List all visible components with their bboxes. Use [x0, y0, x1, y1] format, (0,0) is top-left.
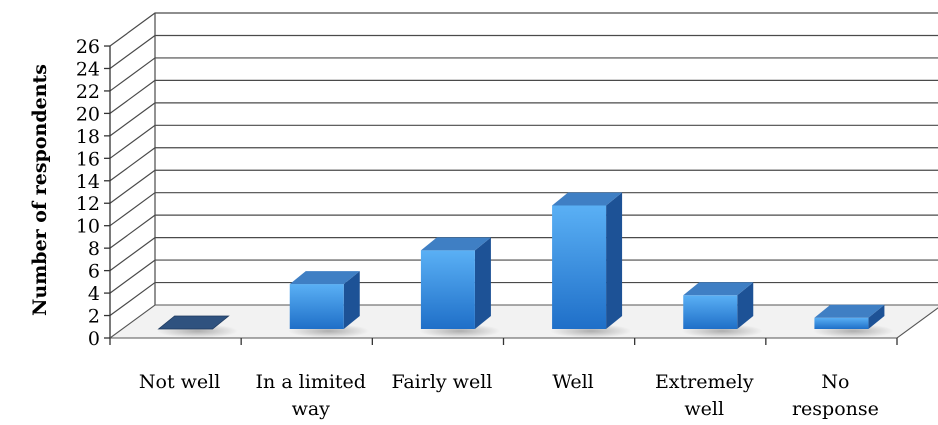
bar	[550, 192, 632, 338]
y-tick-label: 12	[76, 193, 100, 215]
bar-top	[552, 192, 623, 206]
bar-top	[683, 282, 754, 296]
bar-top	[814, 304, 885, 318]
bar-top	[157, 315, 230, 330]
category-labels: Not well In a limited way Fairly well Well Ex…	[139, 371, 879, 420]
bar-top	[420, 237, 491, 251]
bar-side	[343, 271, 360, 329]
axes	[104, 13, 938, 345]
y-tick-label: 2	[88, 306, 100, 328]
bar-side	[868, 304, 885, 329]
bar-front	[552, 205, 607, 329]
y-tick-label: 24	[76, 58, 100, 80]
gridline	[109, 192, 938, 227]
bar-side	[474, 237, 491, 329]
x-tick-label: Well	[552, 371, 593, 393]
bar	[288, 271, 370, 338]
x-tick-label: No response	[792, 371, 879, 420]
gridline	[109, 34, 938, 69]
bar-side	[737, 282, 754, 329]
bar-front	[683, 295, 738, 329]
bar	[812, 304, 894, 338]
x-tick-label: Fairly well	[391, 371, 492, 393]
gridline	[109, 124, 938, 159]
gridline	[109, 237, 938, 272]
y-tick-label: 14	[76, 171, 100, 193]
gridline	[109, 79, 938, 114]
x-tick-label: In a limited way	[256, 371, 366, 420]
gridline	[109, 57, 938, 92]
gridline	[109, 214, 938, 249]
x-tick-label: Extremely well	[655, 371, 754, 420]
y-axis-label: Number of respondents	[29, 64, 51, 316]
y-tick-label: 10	[76, 216, 100, 238]
bars	[157, 192, 894, 338]
gridlines	[109, 12, 938, 317]
gridline	[109, 12, 938, 47]
gridline	[109, 259, 938, 294]
gridline	[109, 169, 938, 204]
bar	[419, 237, 501, 338]
bar-front	[420, 250, 475, 329]
y-tick-label: 18	[76, 126, 100, 148]
y-tick-label: 26	[76, 36, 100, 58]
gridline	[109, 102, 938, 137]
y-tick-label: 16	[76, 148, 100, 170]
bar-top	[289, 271, 360, 285]
bar-side	[606, 192, 623, 329]
bar-front	[289, 284, 344, 329]
y-tick-label: 6	[88, 261, 100, 283]
y-tick-label: 8	[88, 238, 100, 260]
bar	[157, 315, 239, 338]
x-tick-label: Not well	[139, 371, 220, 393]
y-tick-label: 4	[88, 283, 100, 305]
y-tick-label: 22	[76, 81, 100, 103]
bar-front	[814, 317, 869, 329]
bar	[681, 282, 763, 338]
y-tick-label: 0	[88, 328, 100, 350]
gridline	[109, 147, 938, 182]
y-tick-label: 20	[76, 103, 100, 125]
